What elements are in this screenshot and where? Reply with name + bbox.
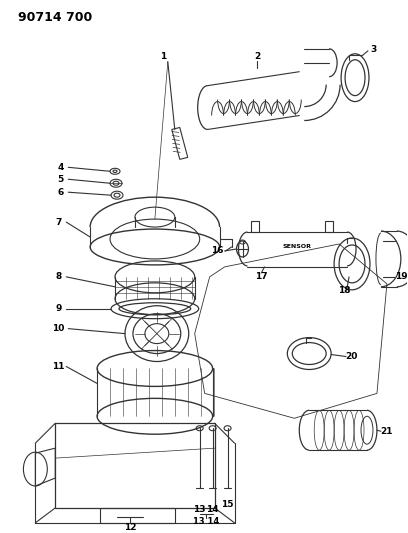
Text: 4: 4 [57, 163, 63, 172]
Text: 2: 2 [254, 52, 261, 61]
Text: 20: 20 [345, 352, 357, 361]
Text: 10: 10 [52, 324, 64, 333]
Text: 8: 8 [55, 272, 61, 281]
Text: 5: 5 [57, 175, 63, 184]
Text: 11: 11 [52, 362, 64, 371]
Text: 15: 15 [221, 500, 234, 510]
Text: 18: 18 [338, 286, 350, 295]
Text: 13: 13 [193, 505, 206, 514]
Text: 13 14: 13 14 [193, 518, 219, 527]
Text: 21: 21 [381, 427, 393, 435]
Text: 19: 19 [395, 272, 407, 281]
Text: 3: 3 [371, 45, 377, 54]
Text: 7: 7 [55, 217, 62, 227]
Text: 9: 9 [55, 304, 62, 313]
Text: 16: 16 [211, 246, 224, 255]
Text: 90714 700: 90714 700 [18, 11, 93, 25]
Text: 17: 17 [255, 272, 268, 281]
Text: 1: 1 [160, 52, 166, 61]
Text: SENSOR: SENSOR [283, 245, 312, 249]
Text: 14: 14 [206, 505, 219, 514]
Text: 12: 12 [124, 523, 136, 532]
Text: 6: 6 [57, 188, 63, 197]
